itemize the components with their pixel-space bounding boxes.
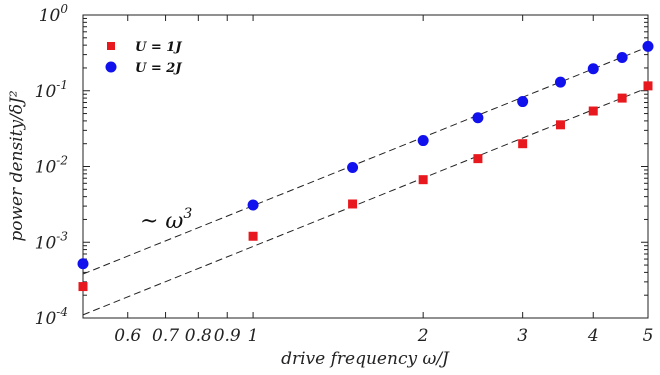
- y-tick-label: 10-3: [35, 229, 69, 253]
- data-point-square: [617, 93, 627, 103]
- data-point-circle: [554, 76, 566, 88]
- data-points: [77, 40, 654, 292]
- x-axis-label: drive frequency ω/J: [281, 349, 450, 369]
- data-point-circle: [347, 162, 359, 174]
- data-point-circle: [642, 40, 654, 52]
- x-tick-label: 1: [248, 326, 259, 346]
- y-tick-label: 100: [39, 2, 69, 26]
- scaling-annotation: ~ ω3: [140, 206, 192, 234]
- data-point-square: [555, 120, 565, 130]
- x-tick-label: 0.9: [214, 326, 241, 346]
- x-axis: 0.6 0.7 0.8 0.9 1 2 3 4 5: [114, 15, 653, 346]
- fit-lines: [82, 46, 649, 316]
- data-point-square: [588, 106, 598, 116]
- data-point-square: [348, 199, 358, 209]
- x-tick-label: 5: [643, 326, 654, 346]
- data-point-circle: [77, 258, 89, 270]
- x-tick-label: 0.8: [185, 326, 212, 346]
- data-point-square: [418, 175, 428, 185]
- fit-line: [82, 87, 649, 316]
- x-tick-label: 0.7: [152, 326, 179, 346]
- data-point-square: [78, 282, 88, 292]
- legend-marker-circle: [105, 61, 117, 73]
- legend-label: U = 2J: [135, 61, 182, 76]
- data-point-circle: [616, 51, 628, 63]
- x-tick-label: 0.6: [114, 326, 141, 346]
- y-tick-label: 10-2: [35, 154, 68, 178]
- data-point-square: [473, 154, 483, 164]
- y-axis-label: power density/δJ²: [7, 90, 27, 242]
- y-tick-label: 10-1: [35, 78, 68, 102]
- data-point-square: [643, 81, 653, 91]
- legend-label: U = 1J: [135, 40, 182, 55]
- y-tick-label: 10-4: [35, 305, 68, 329]
- y-axis: 10-4 10-3 10-2 10-1 100: [35, 2, 648, 329]
- legend: U = 1J U = 2J: [105, 40, 182, 76]
- data-point-square: [248, 231, 258, 241]
- fit-line: [82, 46, 649, 275]
- data-point-circle: [247, 199, 259, 211]
- data-point-circle: [417, 135, 429, 147]
- data-point-circle: [472, 112, 484, 124]
- x-tick-label: 4: [587, 326, 599, 346]
- data-point-circle: [587, 63, 599, 75]
- data-point-circle: [517, 96, 529, 108]
- legend-marker-square: [107, 42, 115, 50]
- x-tick-label: 3: [517, 326, 528, 346]
- x-tick-label: 2: [417, 326, 429, 346]
- data-point-square: [518, 139, 528, 149]
